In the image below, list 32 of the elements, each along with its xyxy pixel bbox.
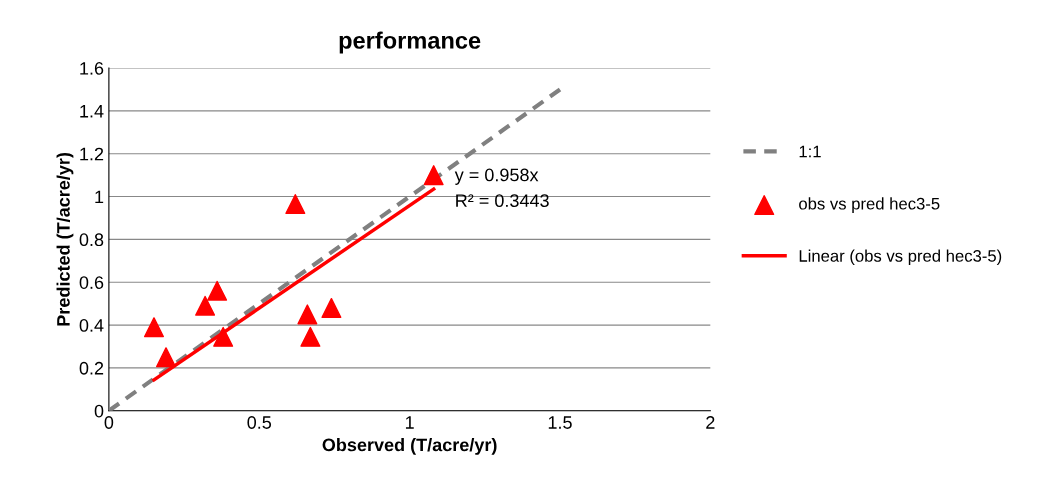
x-axis-title: Observed (T/acre/yr) xyxy=(322,438,497,455)
y-axis-title: Predicted (T/acre/yr) xyxy=(56,152,74,326)
y-tick-label: 1 xyxy=(95,190,104,204)
chart-title: performance xyxy=(339,31,481,54)
legend-label: obs vs pred hec3-5 xyxy=(799,197,940,213)
y-tick-label: 0.6 xyxy=(79,276,104,289)
point xyxy=(156,347,177,368)
y-tick-label: 1.6 xyxy=(80,61,104,75)
legend-label: 1:1 xyxy=(799,145,821,158)
y-tick-label: 1.4 xyxy=(80,105,104,118)
x-tick-label: 1 xyxy=(405,416,414,429)
y-tick-label: 0.4 xyxy=(79,319,104,332)
y-tick-label: 0 xyxy=(94,404,104,418)
y-tick-label: 0.8 xyxy=(79,233,104,247)
point xyxy=(213,326,234,347)
point xyxy=(423,165,444,186)
y-tick-label: 1.2 xyxy=(80,147,104,161)
point xyxy=(285,194,306,215)
x-tick-label: 2 xyxy=(706,416,715,429)
point xyxy=(143,317,165,338)
x-tick-label: 0 xyxy=(104,416,114,429)
point xyxy=(300,326,321,347)
point xyxy=(207,280,228,301)
x-tick-label: 1.5 xyxy=(548,416,572,429)
point xyxy=(195,295,216,316)
x-tick-label: 0.5 xyxy=(247,416,272,429)
legend-label: Linear (obs vs pred hec3-5) xyxy=(799,249,1002,266)
annotation: y = 0.958x xyxy=(454,168,539,185)
point xyxy=(321,297,342,318)
annotation: R² = 0.3443 xyxy=(456,194,549,208)
point xyxy=(297,304,318,325)
y-tick-label: 0.2 xyxy=(79,361,104,375)
